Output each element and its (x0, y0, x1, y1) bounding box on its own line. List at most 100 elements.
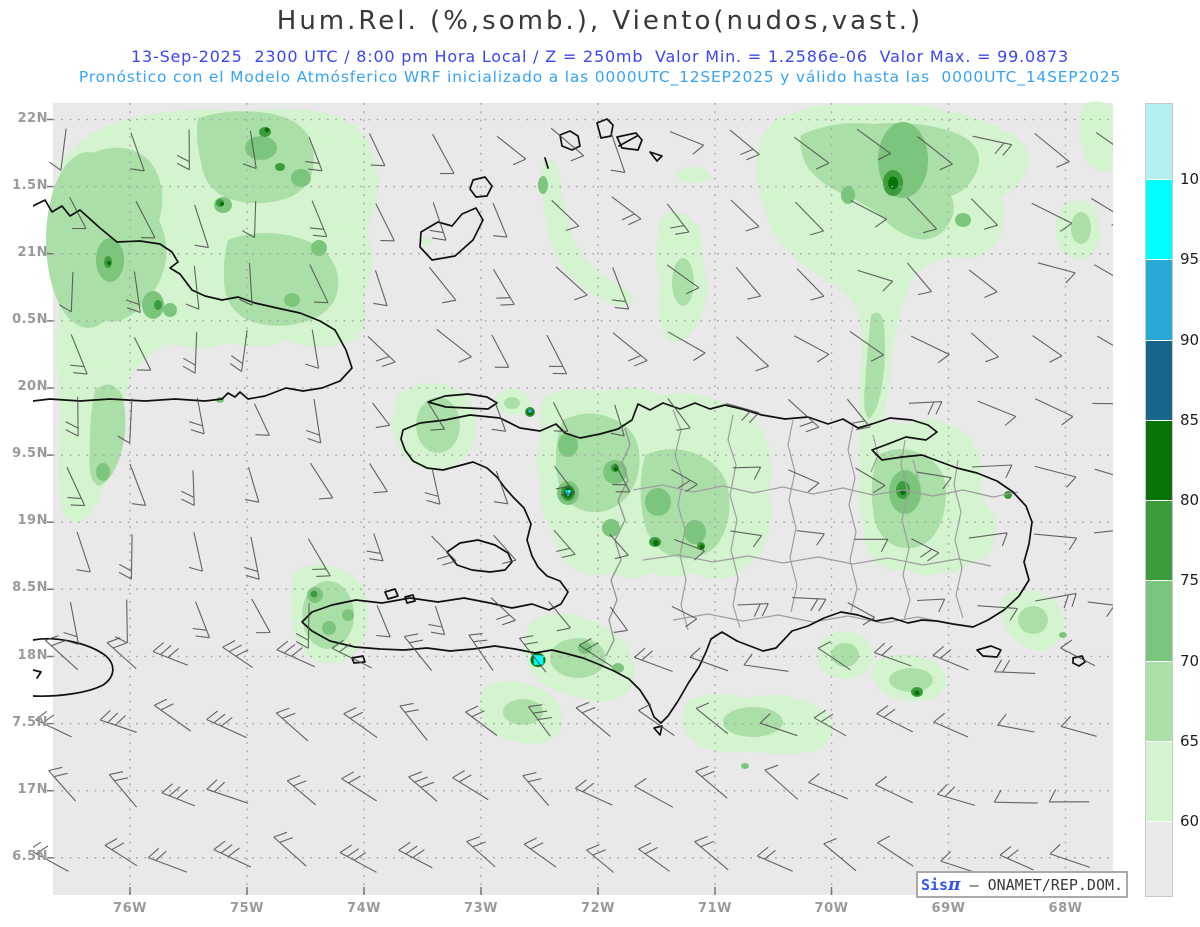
wind-barb (1049, 843, 1091, 868)
wind-barb (611, 267, 630, 310)
wind-barb (104, 838, 138, 867)
lon-label: 70W (814, 901, 849, 916)
wind-barb (309, 264, 329, 304)
coastline (33, 199, 353, 402)
wind-barb (341, 771, 377, 802)
lat-label: 18N (17, 647, 48, 663)
coastline (427, 393, 498, 410)
colorbar-label: 90 (1180, 331, 1200, 349)
wind-barb (331, 639, 372, 669)
wind-barb (970, 198, 998, 230)
wind-barb (1035, 592, 1077, 609)
wind-barb (1060, 639, 1096, 667)
humidity-wind-map (33, 101, 1113, 895)
humidity-contour (741, 763, 749, 769)
wind-barb (466, 836, 496, 868)
wind-barb (305, 329, 320, 369)
wind-barb (275, 707, 309, 742)
humidity-contour (275, 163, 285, 171)
humidity-contour (653, 540, 659, 546)
lat-label: 7.5N (12, 714, 48, 730)
humidity-contour (684, 520, 706, 544)
humidity-contour (889, 668, 933, 692)
wind-barb (1090, 197, 1113, 226)
humidity-contour (612, 663, 624, 673)
wind-barb (343, 707, 378, 739)
wind-barb (554, 465, 576, 496)
wind-barb (855, 467, 886, 494)
wind-barb (586, 844, 615, 873)
wind-barb (1087, 601, 1113, 618)
wind-barb (398, 841, 433, 869)
wind-barb (468, 633, 494, 671)
wind-barb (876, 705, 914, 733)
province-border (672, 409, 689, 631)
wind-barb (1034, 465, 1077, 488)
wind-barb (794, 335, 830, 363)
wind-barb (399, 702, 428, 741)
wind-barb (908, 401, 943, 415)
wind-barb (76, 531, 91, 573)
coastline (1072, 655, 1086, 667)
wind-barb (306, 399, 322, 444)
wind-barb (787, 469, 820, 493)
wind-barb (1037, 262, 1076, 284)
wind-barb (732, 466, 762, 480)
wind-barb (735, 266, 762, 300)
wind-barb (546, 334, 568, 375)
wind-barb (176, 129, 190, 171)
wind-barb (548, 600, 571, 632)
colorbar-segment (1146, 662, 1172, 742)
coastline (419, 207, 484, 261)
wind-barb (971, 464, 1013, 478)
wind-barb (491, 401, 507, 432)
coastline (469, 176, 493, 198)
wind-barb (634, 647, 673, 673)
wind-barb (58, 271, 74, 313)
coastline (618, 135, 638, 147)
lat-label: 17N (17, 781, 48, 797)
humidity-contour (422, 238, 432, 246)
wind-barb (553, 529, 576, 559)
coastline (616, 132, 643, 151)
coastline (301, 402, 1033, 724)
wind-barb (1094, 264, 1113, 277)
map-canvas (33, 100, 1113, 895)
colorbar-label: 65 (1180, 732, 1200, 750)
lat-label: 20N (17, 379, 48, 394)
humidity-contour (311, 240, 327, 256)
wind-barb (638, 703, 675, 736)
wind-barb (1094, 468, 1113, 476)
wind-barb (181, 470, 195, 506)
wind-barb (695, 702, 729, 735)
coastline (976, 645, 1002, 658)
wind-barb (1093, 530, 1113, 534)
wind-barb (932, 645, 969, 671)
wind-barb (970, 332, 999, 363)
humidity-contour (955, 213, 971, 227)
wind-barb (426, 401, 445, 431)
wind-barb (977, 605, 1018, 621)
wind-barb (787, 398, 820, 433)
lon-label: 68W (1048, 901, 1083, 916)
wind-barb (1097, 335, 1113, 346)
wind-barb (933, 712, 969, 738)
wind-barb (550, 127, 585, 162)
wind-barb (147, 847, 188, 873)
wind-barb (436, 328, 472, 363)
wind-barb (69, 197, 87, 230)
humidity-contour (538, 176, 548, 194)
wind-barb (239, 262, 253, 306)
wind-barb (764, 764, 799, 800)
wind-barb (737, 603, 769, 617)
wind-barb (527, 704, 552, 737)
wind-barb (366, 533, 384, 562)
lat-label: 21N (17, 244, 48, 260)
humidity-contour (940, 496, 996, 564)
wind-barb (1034, 533, 1078, 551)
wind-barb (674, 538, 705, 561)
colorbar-label: 85 (1180, 411, 1200, 429)
wind-barb (846, 398, 871, 431)
wind-barb (106, 637, 137, 670)
humidity-contour (342, 609, 354, 621)
